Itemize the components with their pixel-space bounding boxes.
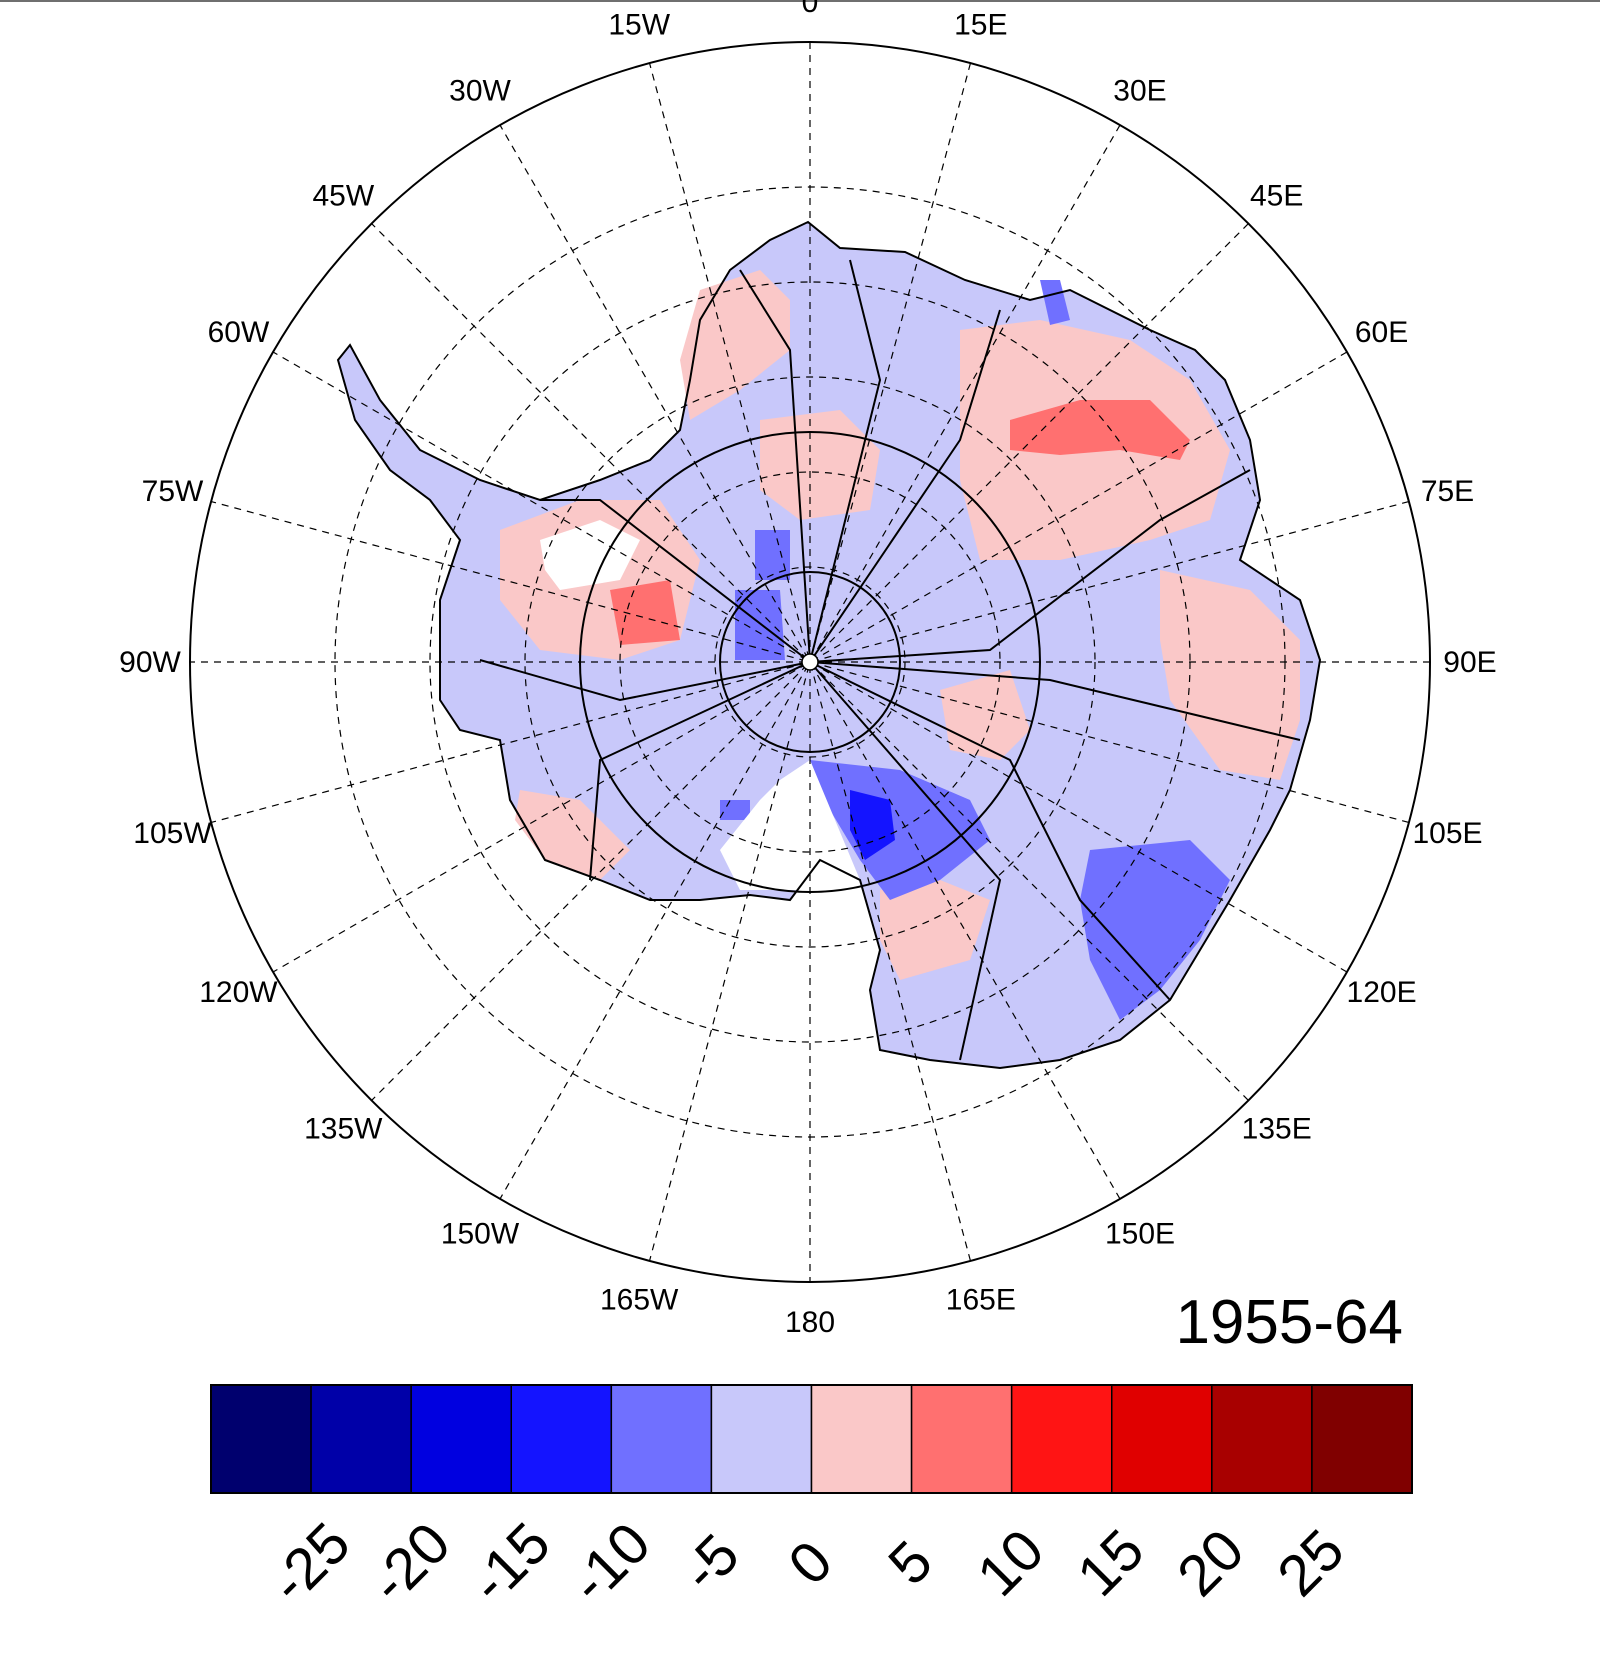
longitude-label: 90E: [1443, 646, 1496, 679]
longitude-label: 60E: [1355, 316, 1408, 349]
longitude-label: 90W: [119, 646, 181, 679]
meridian-line: [272, 351, 1348, 973]
longitude-label: 75W: [142, 475, 204, 508]
anomaly-patch: [540, 520, 640, 590]
longitude-label: 30E: [1113, 74, 1166, 107]
longitude-label: 75E: [1421, 475, 1474, 508]
colorbar-swatch: [510, 1384, 613, 1494]
colorbar-tick-label: 0: [776, 1529, 845, 1598]
anomaly-patch: [735, 590, 785, 660]
anomaly-patch: [760, 410, 880, 520]
colorbar-tick-label: 10: [965, 1517, 1057, 1609]
meridian-line: [272, 351, 1348, 973]
meridian-line: [648, 62, 972, 1262]
longitude-label: 15E: [954, 8, 1007, 41]
longitude-label: 150E: [1105, 1218, 1175, 1251]
longitude-label: 135W: [304, 1113, 383, 1146]
anomaly-patch: [720, 760, 860, 890]
longitude-label: 105W: [133, 817, 212, 850]
colorbar-frame: [210, 1384, 1413, 1494]
longitude-label: 0: [802, 0, 819, 19]
colorbar-swatch: [210, 1384, 312, 1494]
colorbar-swatch: [910, 1384, 1013, 1494]
colorbar-tick-label: -5: [669, 1522, 751, 1604]
colorbar-tick-label: 25: [1265, 1517, 1357, 1609]
colorbar-swatch: [1311, 1384, 1413, 1494]
colorbar-tick-label: -10: [558, 1510, 663, 1615]
meridian-line: [210, 500, 1410, 824]
colorbar-labels: -25-20-15-10 -5 0 5 10 15 20 25: [257, 1510, 1356, 1615]
antarctica-anomaly-field: [336, 220, 1322, 1070]
map-frame: [189, 41, 1431, 1283]
longitude-label: 120E: [1347, 976, 1417, 1009]
colorbar-tick-label: -20: [357, 1510, 462, 1615]
longitude-label: 165W: [600, 1284, 679, 1317]
longitude-label: 15W: [608, 8, 670, 41]
anomaly-patch: [610, 580, 680, 645]
top-border: [0, 0, 1600, 2]
meridian-line: [210, 500, 1410, 824]
colorbar-tick-label: 20: [1165, 1517, 1257, 1609]
longitude-label: 45E: [1250, 179, 1303, 212]
anomaly-patch: [1160, 570, 1300, 780]
meridian-line: [499, 124, 1121, 1200]
anomaly-patch: [720, 800, 750, 820]
longitude-label: 30W: [449, 74, 511, 107]
longitude-label: 150W: [441, 1218, 520, 1251]
colorbar-swatch: [410, 1384, 512, 1494]
colorbar: [210, 1384, 1413, 1494]
colorbar-swatch: [610, 1384, 713, 1494]
longitude-label: 105E: [1412, 817, 1482, 850]
longitude-label: 120W: [199, 976, 278, 1009]
colorbar-swatch: [1010, 1384, 1113, 1494]
period-label: 1955-64: [1175, 1288, 1403, 1357]
longitude-label: 60W: [208, 316, 270, 349]
colorbar-tick-label: 5: [876, 1529, 945, 1598]
antarctica-coastline: [336, 220, 1322, 1070]
latitude-circle: [524, 376, 1096, 948]
anomaly-patch: [850, 790, 895, 860]
anomaly-patch: [880, 880, 990, 980]
colorbar-tick-label: -15: [458, 1510, 563, 1615]
longitude-label: 180: [785, 1306, 835, 1339]
colorbar-swatch: [1111, 1384, 1213, 1494]
anomaly-patch: [1010, 400, 1190, 460]
longitude-label: 45W: [312, 179, 374, 212]
meridian-line: [371, 223, 1249, 1101]
longitude-label: 165E: [946, 1284, 1016, 1317]
meridian-line: [499, 124, 1121, 1200]
meridian-line: [648, 62, 972, 1262]
graticule: [190, 42, 1430, 1282]
colorbar-swatch: [1211, 1384, 1313, 1494]
colorbar-swatch: [810, 1384, 913, 1494]
colorbar-tick-label: -25: [257, 1510, 362, 1615]
colorbar-tick-label: 15: [1065, 1517, 1157, 1609]
longitude-labels: 0 15E 30E 45E 60E 75E 90E 105E 120E 135E 150E 165E 1…: [119, 0, 1497, 1339]
south-pole-marker: [801, 653, 819, 671]
meridian-line: [371, 223, 1249, 1101]
colorbar-swatch: [710, 1384, 813, 1494]
anomaly-patch: [755, 530, 790, 580]
colorbar-swatch: [310, 1384, 412, 1494]
longitude-label: 135E: [1242, 1113, 1312, 1146]
